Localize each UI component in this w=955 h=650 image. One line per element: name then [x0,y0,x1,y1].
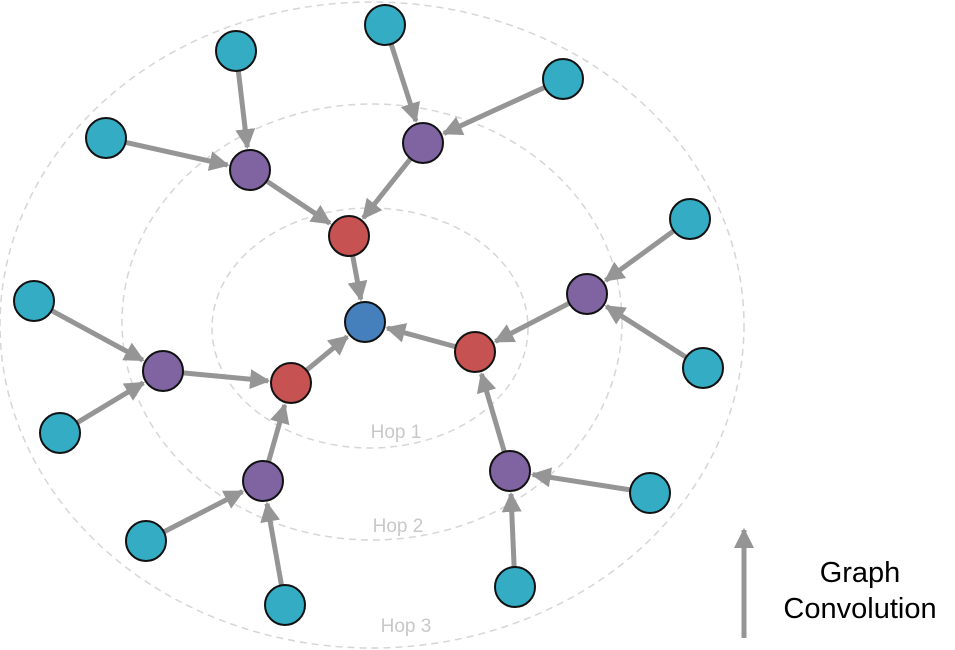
node-hop3-t4 [542,58,584,100]
edge-p5-to-r3 [266,403,290,463]
edge-t10-to-p5 [260,501,284,586]
node-hop2-p4 [142,350,184,392]
edge-t5-to-p3 [603,228,676,283]
legend: Graph Convolution [760,555,955,627]
node-hop1-r3 [270,362,312,404]
node-target-c [344,301,386,343]
edge-p3-to-r2 [493,300,571,344]
edge-t4-to-p2 [442,85,546,136]
node-hop3-t9 [125,520,167,562]
edge-t12-to-p6 [501,491,522,568]
node-hop3-t10 [264,584,306,626]
node-hop3-t5 [669,198,711,240]
legend-line-2: Convolution [783,593,937,625]
edge-r2-to-c [385,323,457,350]
node-hop3-t11 [629,472,671,514]
node-hop2-p5 [242,460,284,502]
node-hop2-p1 [229,149,271,191]
hop-ring-3 [0,1,745,649]
legend-line-1: Graph [819,557,901,589]
edges [50,43,688,586]
node-hop3-t12 [494,566,536,608]
node-hop3-t8 [39,412,81,454]
node-hop3-t1 [215,30,257,72]
edge-t3-to-p2 [388,43,420,124]
edge-p1-to-r1 [265,179,332,226]
node-hop1-r1 [328,215,370,257]
edge-t1-to-p1 [235,70,256,150]
edge-p2-to-r1 [361,157,413,220]
node-hop2-p3 [566,273,608,315]
edge-t9-to-p5 [162,489,245,535]
node-hop3-t6 [682,347,724,389]
edge-p4-to-r3 [182,369,271,390]
edge-t6-to-p3 [604,304,688,360]
node-hop2-p6 [489,450,531,492]
node-hop3-t3 [364,4,406,46]
edge-t7-to-p4 [50,308,145,363]
node-hop2-p2 [402,122,444,164]
hop-ring-1 [211,207,529,449]
edge-t11-to-p6 [530,467,631,493]
edge-p6-to-r2 [476,372,507,453]
edge-t8-to-p4 [75,380,146,425]
node-hop3-t2 [85,117,127,159]
edge-t2-to-p1 [124,139,230,171]
node-hop1-r2 [454,331,496,373]
node-hop3-t7 [13,280,55,322]
hop-3-label: Hop 3 [381,616,432,637]
hop-1-label: Hop 1 [371,422,422,443]
hop-2-label: Hop 2 [373,516,424,537]
edge-r1-to-c [347,255,368,302]
nodes [13,4,724,626]
edge-r3-to-c [304,334,349,373]
